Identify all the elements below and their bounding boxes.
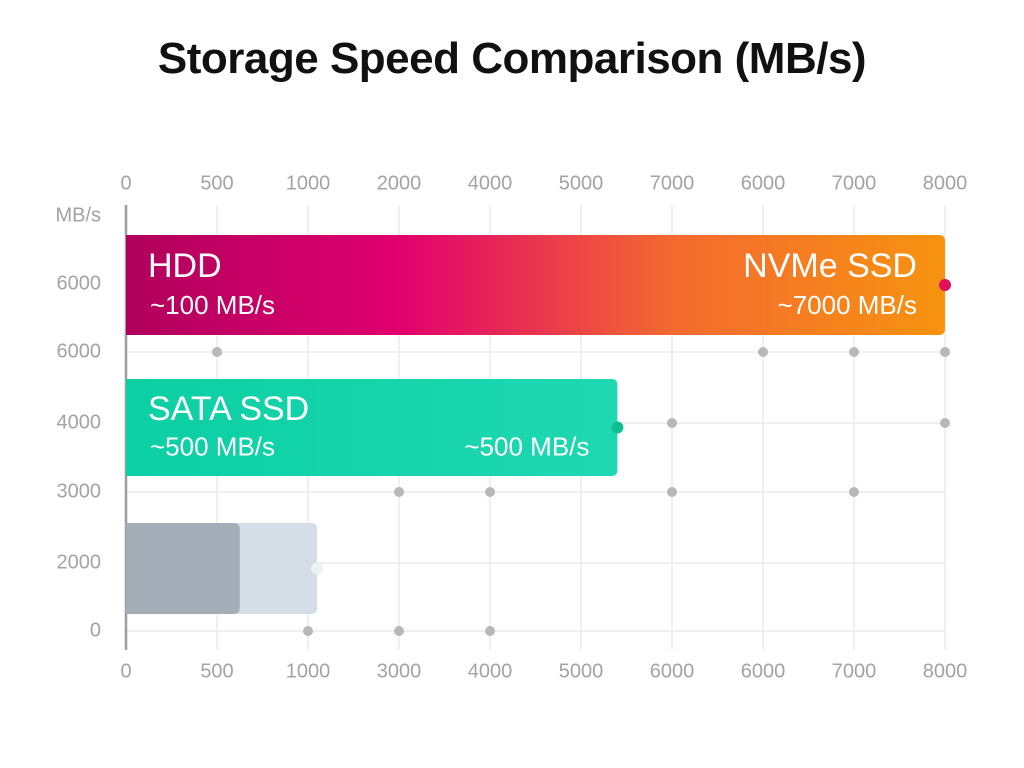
x-tick-label-top: 4000 — [468, 172, 513, 194]
chart-title: Storage Speed Comparison (MB/s) — [157, 34, 867, 83]
bar-label-value: ~100 MB/s — [150, 290, 275, 320]
grid-dot — [667, 418, 677, 428]
y-tick-label: 3000 — [57, 480, 102, 502]
x-tick-label-bottom: 0 — [120, 660, 131, 682]
grid-dot — [849, 487, 859, 497]
x-tick-label-bottom: 6000 — [650, 660, 695, 682]
grid-dot — [667, 487, 677, 497]
y-unit-label: MB/s — [55, 204, 101, 226]
grid-dot — [303, 626, 313, 636]
bar-end-marker — [611, 421, 624, 434]
bar — [126, 235, 945, 335]
y-tick-label: 0 — [90, 619, 101, 641]
x-tick-label-top: 7000 — [832, 172, 877, 194]
x-tick-label-bottom: 6000 — [741, 660, 786, 682]
grid-dot — [849, 347, 859, 357]
y-tick-label: 6000 — [57, 272, 102, 294]
x-tick-label-bottom: 500 — [200, 660, 233, 682]
x-tick-label-top: 7000 — [650, 172, 695, 194]
x-tick-label-top: 2000 — [377, 172, 422, 194]
grid-dot — [394, 626, 404, 636]
bar — [126, 379, 618, 476]
x-tick-label-top: 5000 — [559, 172, 604, 194]
bar-end-marker — [939, 279, 951, 291]
x-tick-label-top: 8000 — [923, 172, 968, 194]
y-tick-label: 2000 — [57, 551, 102, 573]
x-tick-label-bottom: 4000 — [468, 660, 513, 682]
x-tick-label-top: 500 — [200, 172, 233, 194]
x-tick-label-bottom: 1000 — [286, 660, 331, 682]
grid-dot — [758, 347, 768, 357]
grid-dot — [940, 347, 950, 357]
x-tick-label-top: 6000 — [741, 172, 786, 194]
bar-end-label-value: ~500 MB/s — [464, 432, 589, 462]
x-tick-label-bottom: 8000 — [923, 660, 968, 682]
bar-label-name: HDD — [148, 247, 222, 285]
x-tick-label-top: 1000 — [286, 172, 331, 194]
x-tick-label-bottom: 7000 — [832, 660, 877, 682]
bar-end-label-name: NVMe SSD — [743, 247, 917, 285]
grid-dot — [212, 347, 222, 357]
bar-label-value: ~500 MB/s — [150, 432, 275, 462]
x-tick-label-bottom: 5000 — [559, 660, 604, 682]
y-tick-label: 6000 — [57, 340, 102, 362]
grid-dot — [394, 487, 404, 497]
x-tick-label-bottom: 3000 — [377, 660, 422, 682]
bar-inner-segment — [126, 523, 240, 614]
bar-label-name: SATA SSD — [148, 390, 309, 428]
grid-dot — [485, 487, 495, 497]
bar-end-label-value: ~7000 MB/s — [778, 290, 917, 320]
grid-dot — [940, 418, 950, 428]
grid-dot — [485, 626, 495, 636]
bar-end-marker — [311, 562, 324, 575]
y-tick-label: 4000 — [57, 411, 102, 433]
x-tick-label-top: 0 — [120, 172, 131, 194]
